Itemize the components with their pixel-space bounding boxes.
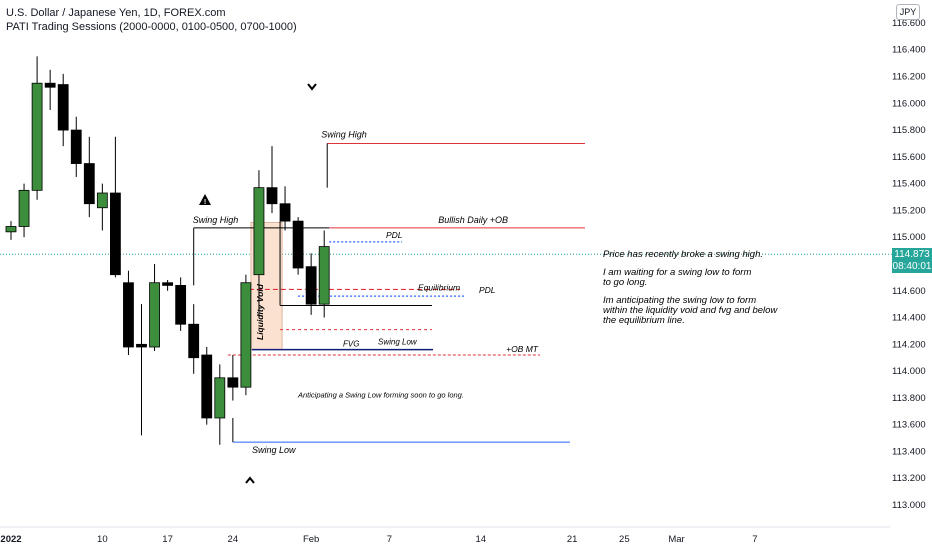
y-tick-label: 113.800 xyxy=(892,393,926,404)
y-tick-label: 114.200 xyxy=(892,339,926,350)
y-tick-label: 113.000 xyxy=(892,500,926,511)
bear-candle xyxy=(57,84,69,131)
equilibrium-label: Equilibrium xyxy=(418,282,460,292)
x-tick-label: Feb xyxy=(303,534,319,545)
x-tick-label: 7 xyxy=(752,534,757,545)
bull-candle xyxy=(18,189,30,227)
y-tick-label: 114.600 xyxy=(892,286,926,297)
y-tick-label: 115.600 xyxy=(892,152,926,163)
y-tick-label: 115.400 xyxy=(892,179,926,190)
bear-candle xyxy=(136,343,147,348)
y-tick-label: 116.200 xyxy=(892,72,926,83)
y-tick-label: 115.800 xyxy=(892,125,926,136)
swing-low-navy-label: Swing Low xyxy=(378,338,418,347)
bear-candle xyxy=(110,192,121,276)
y-tick-label: 116.400 xyxy=(892,45,926,56)
y-tick-label: 114.000 xyxy=(892,366,926,377)
current-price-badge: 114.873 xyxy=(892,248,932,261)
bull-candle xyxy=(240,282,252,388)
y-tick-label: 113.600 xyxy=(892,420,926,431)
y-tick-label: 115.200 xyxy=(892,205,926,216)
bear-candle xyxy=(175,285,187,325)
bear-candle xyxy=(292,220,304,269)
swing-high-label-1: Swing High xyxy=(193,215,239,225)
x-tick-label: 7 xyxy=(387,534,392,545)
x-tick-label: 24 xyxy=(228,534,239,545)
warning-icon xyxy=(199,194,211,205)
bear-candle xyxy=(201,354,213,419)
anticipation-label: Anticipating a Swing Low forming soon to… xyxy=(297,391,464,400)
fvg-label: FVG xyxy=(343,340,359,349)
bear-candle xyxy=(162,282,174,286)
y-tick-label: 115.000 xyxy=(892,232,926,243)
bull-candle xyxy=(253,187,265,276)
x-tick-label: 10 xyxy=(97,534,108,545)
swing-low-label: Swing Low xyxy=(252,445,296,455)
x-tick-label: 21 xyxy=(567,534,578,545)
bear-candle xyxy=(188,323,200,359)
chevron-up-icon xyxy=(245,476,255,484)
pdl-label-1: PDL xyxy=(386,230,403,240)
bear-candle xyxy=(305,266,317,305)
bull-candle xyxy=(214,377,226,419)
bull-candle xyxy=(31,82,43,191)
y-tick-label: 113.200 xyxy=(892,473,926,484)
x-tick-label: 17 xyxy=(162,534,173,545)
bull-candle xyxy=(149,282,160,348)
countdown-badge: 08:40:01 xyxy=(892,261,932,273)
bear-candle xyxy=(70,129,82,164)
swing-high-label-2: Swing High xyxy=(321,129,367,139)
bull-candle xyxy=(96,192,108,209)
currency-badge[interactable]: JPY xyxy=(896,4,920,20)
chevron-down-icon xyxy=(307,83,317,91)
bull-candle xyxy=(5,226,17,233)
liquidity-void-label: Liquidity Void xyxy=(255,283,265,340)
bear-candle xyxy=(227,377,239,388)
x-tick-label: 25 xyxy=(619,534,630,545)
bull-candle xyxy=(318,246,330,305)
bear-candle xyxy=(44,82,56,88)
x-tick-label: 2022 xyxy=(0,534,21,545)
x-tick-label: Mar xyxy=(668,534,684,545)
ob-mt-label: +OB MT xyxy=(506,344,539,354)
bear-candle xyxy=(83,163,95,205)
bear-candle xyxy=(266,187,278,205)
bullish-daily-ob-label: Bullish Daily +OB xyxy=(438,215,508,225)
note-2: I am waiting for a swing low to form to … xyxy=(603,267,752,288)
bear-candle xyxy=(279,203,291,222)
chart-title: U.S. Dollar / Japanese Yen, 1D, FOREX.co… xyxy=(6,7,226,19)
y-tick-label: 113.400 xyxy=(892,446,926,457)
x-tick-label: 14 xyxy=(476,534,487,545)
y-tick-label: 116.600 xyxy=(892,18,926,29)
indicator-label: PATI Trading Sessions (2000-0000, 0100-0… xyxy=(6,21,297,33)
y-tick-label: 116.000 xyxy=(892,98,926,109)
y-tick-label: 114.400 xyxy=(892,313,926,324)
note-1: Price has recently broke a swing high. xyxy=(603,249,763,260)
bear-candle xyxy=(123,282,134,348)
warning-icon-mark: ! xyxy=(204,199,206,206)
pdl-label-2: PDL xyxy=(479,285,496,295)
note-3: Im anticipating the swing low to form wi… xyxy=(603,295,778,326)
